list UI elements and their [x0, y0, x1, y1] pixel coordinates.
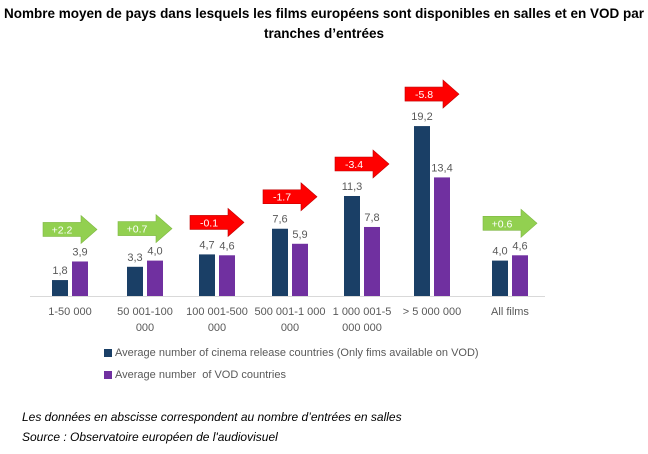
change-arrow: [117, 213, 173, 244]
bar-cinema: [414, 126, 430, 296]
data-label-vod: 7,8: [364, 212, 379, 224]
data-label-vod: 4,6: [219, 240, 234, 252]
legend-item-vod: Average number of VOD countries: [104, 369, 286, 381]
change-arrow: [189, 207, 245, 238]
bar-cinema: [272, 228, 288, 296]
bar-cinema: [344, 195, 360, 296]
data-label-cinema: 7,6: [272, 214, 287, 226]
change-arrow-label: -0.1: [200, 217, 218, 229]
change-arrow: [334, 149, 390, 179]
data-label-cinema: 3,3: [127, 252, 142, 264]
legend-label-cinema: Average number of cinema release countri…: [115, 347, 479, 359]
legend-swatch-cinema: [104, 349, 112, 357]
chart-title-line-2: tranches d’entrées: [263, 26, 385, 41]
x-tick-label: 1-50 000: [48, 306, 91, 318]
x-tick-label: > 5 000 000: [403, 306, 461, 318]
data-label-vod: 4,6: [512, 240, 527, 252]
data-label-cinema: 1,8: [52, 265, 67, 277]
change-arrow-label: +0.6: [492, 218, 513, 230]
axis-note: Les données en abscisse correspondent au…: [22, 410, 402, 424]
change-arrow: [42, 214, 98, 245]
data-label-cinema: 19,2: [411, 111, 432, 123]
change-arrow-label: +2.2: [52, 224, 73, 236]
change-arrow-label: -3.4: [345, 159, 363, 171]
bar-vod: [219, 255, 235, 296]
x-tick-label: All films: [491, 306, 529, 318]
source-note: Source : Observatoire européen de l'audi…: [22, 430, 278, 444]
x-tick-label: 000 000: [342, 322, 382, 334]
bar-cinema: [52, 280, 68, 296]
bar-vod: [147, 260, 163, 296]
x-tick-label: 000: [208, 322, 226, 334]
data-label-vod: 3,9: [72, 246, 87, 258]
bar-vod: [512, 255, 528, 296]
change-arrow: [482, 208, 538, 238]
change-arrow-label: +0.7: [127, 224, 148, 236]
x-tick-label: 100 001-500: [186, 306, 248, 318]
change-arrow: [262, 182, 318, 212]
bar-cinema: [492, 260, 508, 296]
x-tick-label: 000: [136, 322, 154, 334]
bar-cinema: [199, 254, 215, 296]
data-label-vod: 4,0: [147, 246, 162, 258]
bar-chart: 1,8 3,9 1-50 000 +2.2 3,3 4,0 50 001-100 000 +0.…: [30, 79, 545, 334]
chart-title-line-1: Nombre moyen de pays dans lesquels les f…: [4, 6, 644, 21]
chart-title: Nombre moyen de pays dans lesquels les f…: [0, 4, 648, 44]
bar-vod: [72, 261, 88, 296]
legend-swatch-vod: [104, 371, 112, 379]
legend-item-cinema: Average number of cinema release countri…: [104, 347, 479, 359]
change-arrow-label: -5.8: [415, 89, 433, 101]
data-label-cinema: 4,0: [492, 246, 507, 258]
data-label-vod: 5,9: [292, 229, 307, 241]
x-tick-label: 50 001-100: [117, 306, 173, 318]
x-tick-label: 500 001-1 000: [255, 306, 326, 318]
bar-cinema: [127, 266, 143, 296]
data-label-cinema: 4,7: [199, 239, 214, 251]
data-label-vod: 13,4: [431, 162, 452, 174]
x-tick-label: 1 000 001-5: [333, 306, 392, 318]
change-arrow-label: -1.7: [273, 192, 291, 204]
bar-vod: [434, 177, 450, 296]
data-label-cinema: 11,3: [342, 181, 363, 193]
change-arrow: [404, 79, 460, 109]
bar-vod: [364, 226, 380, 296]
legend-label-vod: Average number of VOD countries: [115, 369, 286, 381]
bar-vod: [292, 243, 308, 296]
x-tick-label: 000: [281, 322, 299, 334]
